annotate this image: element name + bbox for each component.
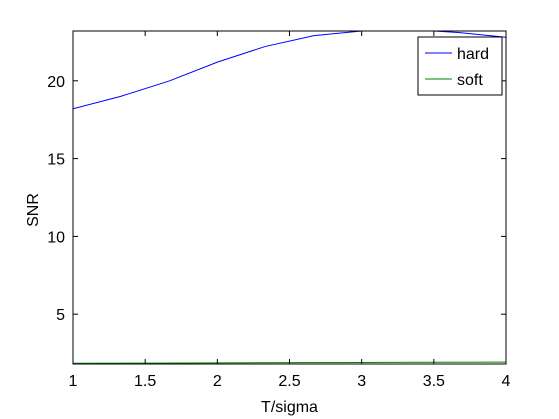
legend-label-hard: hard xyxy=(457,46,489,63)
y-axis-label: SNR xyxy=(25,193,42,227)
x-tick-label: 2 xyxy=(213,373,222,390)
x-tick-label: 4 xyxy=(502,373,511,390)
y-tick-label: 10 xyxy=(47,229,65,246)
legend: hard soft xyxy=(417,36,503,96)
y-tick-label: 20 xyxy=(47,74,65,91)
x-tick-label: 3 xyxy=(357,373,366,390)
x-tick-label: 3.5 xyxy=(423,373,445,390)
y-tick-label: 5 xyxy=(56,307,65,324)
x-tick-label: 2.5 xyxy=(278,373,300,390)
x-tick-label: 1 xyxy=(69,373,78,390)
ticks-layer: 1 1.5 2 2.5 3 3.5 4 5 10 15 20 xyxy=(47,31,511,390)
y-tick-label: 15 xyxy=(47,152,65,169)
x-axis-label: T/sigma xyxy=(261,399,318,416)
legend-label-soft: soft xyxy=(457,72,483,89)
legend-box xyxy=(417,36,503,96)
x-tick-label: 1.5 xyxy=(134,373,156,390)
